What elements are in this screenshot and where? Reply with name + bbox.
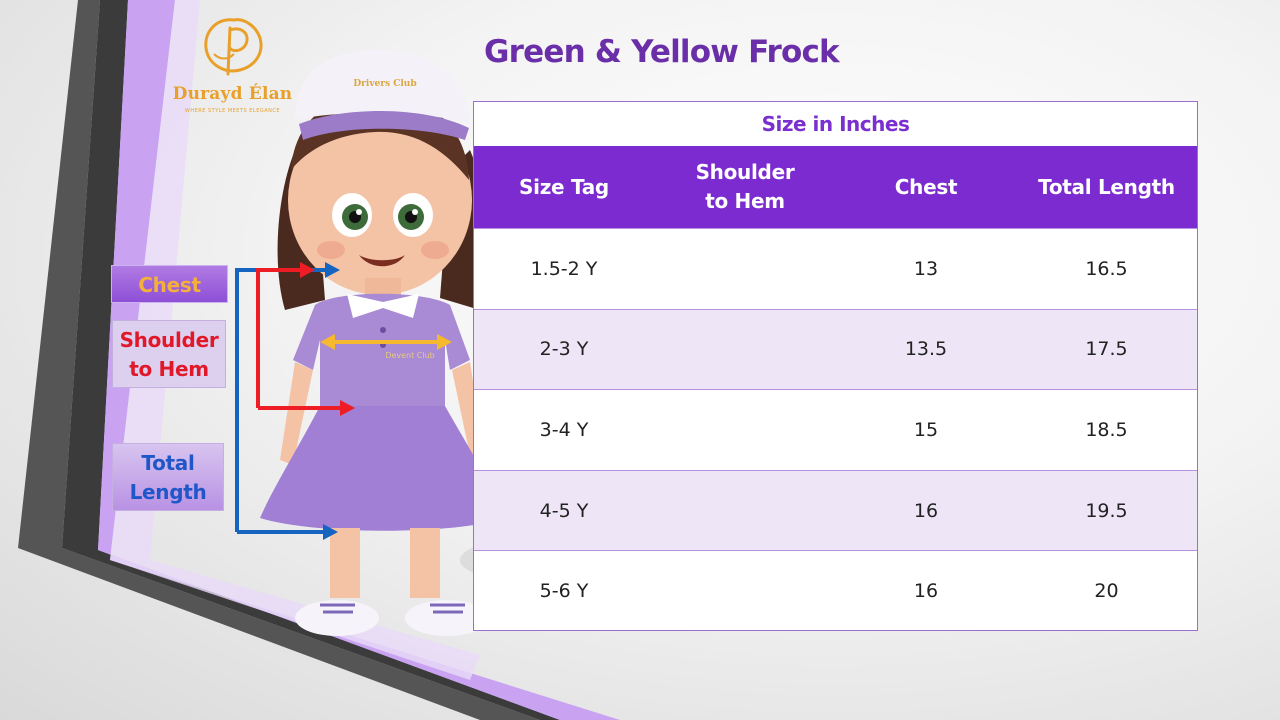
cell-size: 3-4 Y <box>539 418 589 441</box>
brand-name: Durayd Élan <box>172 84 293 104</box>
header-chest: Chest <box>894 174 958 199</box>
legend-total-line1: Total <box>141 451 195 475</box>
cell-chest: 13 <box>913 257 939 280</box>
page-title: Green & Yellow Frock <box>484 34 840 70</box>
chest-arrow <box>320 334 452 350</box>
cell-total-length: 19.5 <box>1085 499 1128 522</box>
cell-chest: 16 <box>913 580 939 603</box>
table-row: 5-6 Y 16 20 <box>474 550 1197 631</box>
legend-total-length: Total Length <box>112 443 224 511</box>
legend-shoulder-line2: to Hem <box>129 357 209 381</box>
legend-total-line2: Length <box>129 480 207 504</box>
table-row: 4-5 Y 16 19.5 <box>474 469 1197 551</box>
cell-chest: 15 <box>913 418 939 441</box>
legend-shoulder-to-hem: Shoulder to Hem <box>112 320 226 388</box>
cell-total-length: 20 <box>1094 580 1119 603</box>
cell-size: 4-5 Y <box>539 499 589 522</box>
header-size-tag: Size Tag <box>519 174 609 199</box>
shirt-logo-text: Devent Club <box>385 351 434 360</box>
cell-size: 2-3 Y <box>539 338 589 361</box>
cell-total-length: 17.5 <box>1085 338 1128 361</box>
cap-logo-text: Drivers Club <box>353 79 416 89</box>
cell-chest: 16 <box>913 499 939 522</box>
table-row: 1.5-2 Y 13 16.5 <box>474 228 1197 309</box>
header-shoulder-to-hem: Shoulder to Hem <box>695 160 795 213</box>
brand-tagline: WHERE STYLE MEETS ELEGANCE <box>184 108 281 114</box>
cell-size: 5-6 Y <box>539 580 589 603</box>
size-chart-table: Size in Inches Size Tag Shoulder to Hem … <box>473 101 1198 631</box>
table-row: 3-4 Y 15 18.5 <box>474 389 1197 470</box>
table-caption: Size in Inches <box>761 112 910 136</box>
brand-monogram-icon <box>204 18 263 76</box>
cell-total-length: 16.5 <box>1085 257 1128 280</box>
total-length-arrow <box>235 268 325 534</box>
shoulder-to-hem-arrow <box>256 268 340 410</box>
cell-total-length: 18.5 <box>1085 418 1128 441</box>
table-header-row: Size Tag Shoulder to Hem Chest Total Len… <box>474 146 1197 228</box>
brand-logo: Durayd Élan WHERE STYLE MEETS ELEGANCE <box>170 14 295 114</box>
cell-chest: 13.5 <box>904 338 948 361</box>
table-row: 2-3 Y 13.5 17.5 <box>474 308 1197 390</box>
legend-shoulder-line1: Shoulder <box>119 328 219 352</box>
legend-chest: Chest <box>111 265 228 303</box>
cell-size: 1.5-2 Y <box>530 257 598 280</box>
header-total-length: Total Length <box>1038 174 1175 199</box>
child-model-illustration: Drivers Club Devent Club <box>260 49 505 636</box>
